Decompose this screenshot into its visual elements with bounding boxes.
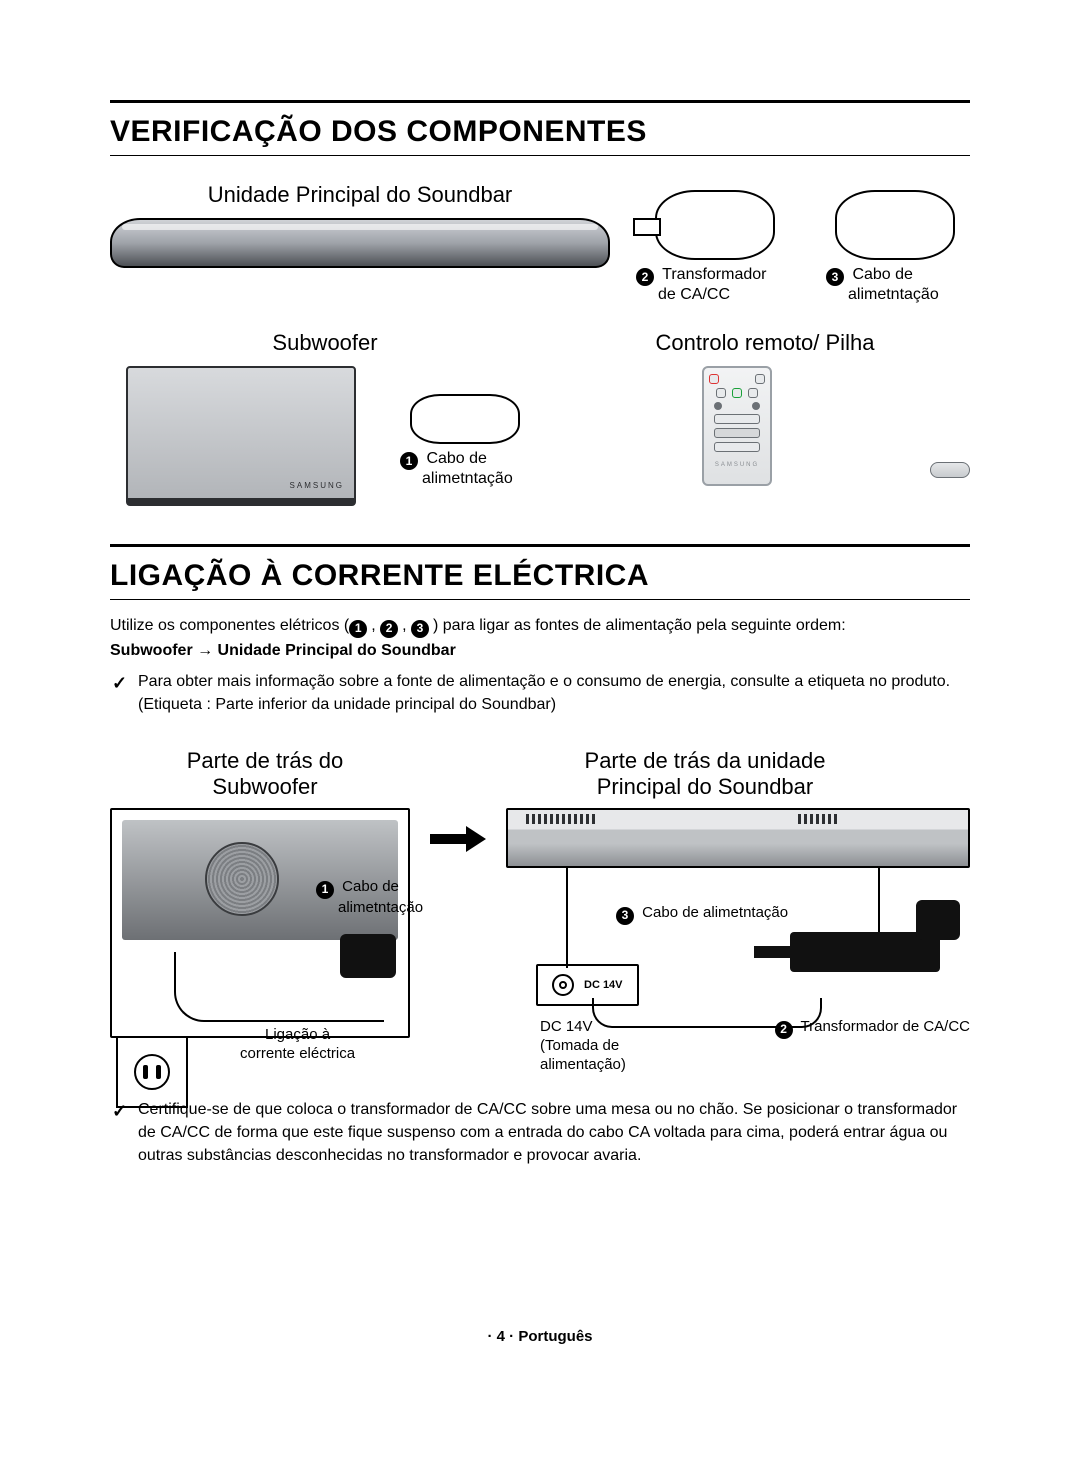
sub-plug-brick: [340, 934, 396, 978]
cable3-text: Cabo de alimetntação: [642, 904, 788, 921]
dc-caption: DC 14V (Tomada de alimentação): [540, 1018, 626, 1074]
cable-label-1: Cabo de: [852, 266, 913, 283]
remote-illustration: SAMSUNG: [702, 366, 772, 486]
ac-socket-icon: [134, 1054, 170, 1090]
adapter-caption: 2 Transformador de CA/CC: [636, 266, 800, 304]
cable-num-icon: 3: [826, 268, 844, 286]
footer-page: · 4 ·: [487, 1328, 514, 1345]
subwoofer-heading: Subwoofer: [110, 330, 540, 356]
arrow-right-icon: [430, 828, 486, 850]
cable1-b: alimetntação: [338, 899, 423, 916]
intro-b: ) para ligar as fontes de alimentação pe…: [433, 617, 846, 634]
intro-a: Utilize os componentes elétricos (: [110, 617, 349, 634]
subwoofer-illustration: [126, 366, 356, 506]
dc-caption-a: DC 14V: [540, 1018, 593, 1035]
adapter-label-2: de CA/CC: [658, 286, 730, 303]
subwoofer-back-panel: [110, 808, 410, 1038]
sub-back-heading: Parte de trás do Subwoofer: [110, 748, 420, 800]
sub-back-heading-a: Parte de trás do: [187, 748, 344, 773]
cable3-label: 3 Cabo de alimetntação: [616, 904, 788, 925]
section1-title: VERIFICAÇÃO DOS COMPONENTES: [110, 100, 970, 156]
bar-back-heading-b: Principal do Soundbar: [597, 774, 813, 799]
intro-text: Utilize os componentes elétricos (1, 2, …: [110, 614, 970, 638]
dc-caption-b: (Tomada de: [540, 1037, 619, 1054]
cable1-num-icon: 1: [316, 881, 334, 899]
power-cable-illustration: [835, 190, 955, 260]
sub-cable-num-icon: 1: [400, 452, 418, 470]
adapter2-num-icon: 2: [775, 1021, 793, 1039]
sub-cable-label-1: Cabo de: [426, 450, 487, 467]
remote-heading: Controlo remoto/ Pilha: [560, 330, 970, 356]
note-2: Certifique-se de que coloca o transforma…: [110, 1098, 970, 1168]
battery-illustration: [930, 462, 970, 478]
dc-jack-text: DC 14V: [584, 979, 623, 991]
cable1-a: Cabo de: [342, 878, 399, 895]
sub-back-heading-b: Subwoofer: [212, 774, 317, 799]
adapter-plug: [916, 900, 960, 940]
cable-caption: 3 Cabo de alimetntação: [826, 266, 970, 304]
line-dc: [566, 868, 568, 968]
adapter-num-icon: 2: [636, 268, 654, 286]
section2-title: LIGAÇÃO À CORRENTE ELÉCTRICA: [110, 544, 970, 600]
cable3-num-icon: 3: [616, 907, 634, 925]
cable1-label: 1 Cabo de alimetntação: [316, 878, 423, 917]
page-footer: · 4 · Português: [110, 1328, 970, 1345]
adapter2-text: Transformador de CA/CC: [801, 1018, 971, 1035]
line-brick: [878, 868, 880, 934]
sub-cable-illustration: [410, 394, 520, 444]
adapter-label-1: Transformador: [662, 266, 766, 283]
dc-caption-c: alimentação): [540, 1056, 626, 1073]
soundbar-illustration: [110, 218, 610, 268]
adapter2-label: 2 Transformador de CA/CC: [775, 1018, 970, 1039]
bar-back-heading-a: Parte de trás da unidade: [585, 748, 826, 773]
note-1: Para obter mais informação sobre a fonte…: [110, 670, 970, 716]
soundbar-back-panel: [506, 808, 970, 868]
connection-order: Subwoofer → Unidade Principal do Soundba…: [110, 642, 970, 660]
sub-cable-label-2: alimetntação: [422, 470, 513, 487]
intro-n2-icon: 2: [380, 620, 398, 638]
cable-label-2: alimetntação: [848, 286, 939, 303]
sub-cable-caption: 1 Cabo de alimetntação: [400, 450, 540, 488]
mains-b: corrente eléctrica: [240, 1045, 355, 1062]
main-unit-heading: Unidade Principal do Soundbar: [110, 182, 610, 208]
dc-jack-icon: [552, 974, 574, 996]
intro-c1: ,: [371, 617, 380, 634]
footer-lang: Português: [518, 1328, 592, 1345]
intro-n3-icon: 3: [411, 620, 429, 638]
mains-label: Ligação à corrente eléctrica: [240, 1026, 355, 1064]
intro-n1-icon: 1: [349, 620, 367, 638]
intro-c2: ,: [402, 617, 411, 634]
soundbar-back-illustration: [508, 810, 968, 866]
bar-back-heading: Parte de trás da unidade Principal do So…: [440, 748, 970, 800]
adapter-illustration: [655, 190, 775, 260]
mains-a: Ligação à: [265, 1026, 330, 1043]
